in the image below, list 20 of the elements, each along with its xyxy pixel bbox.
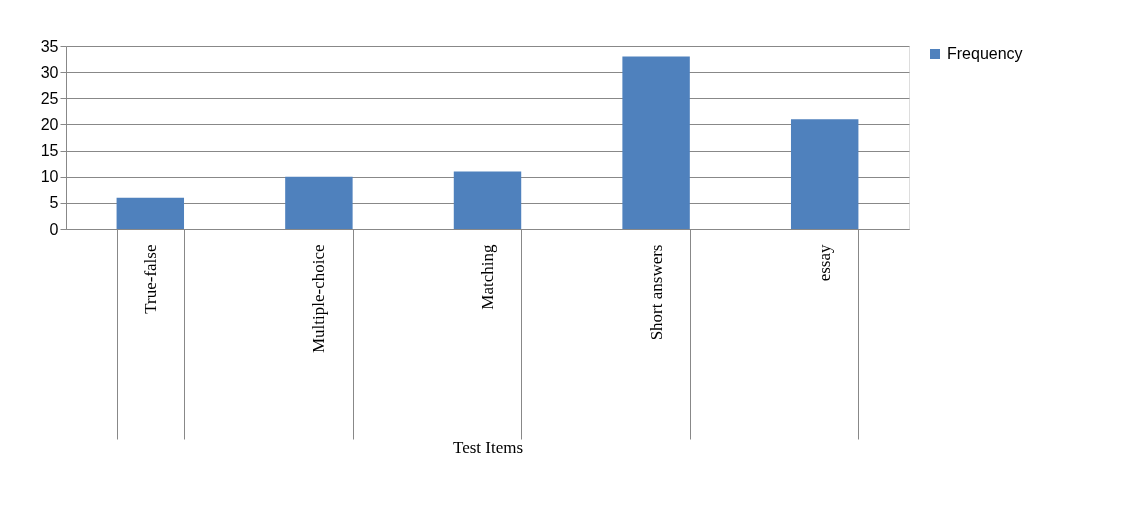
y-tick-label: 15 — [40, 142, 59, 160]
x-tick-label: True-false — [140, 244, 160, 314]
x-tick-label: Short answers — [646, 244, 666, 341]
bar — [285, 176, 353, 229]
x-axis-title: Test Items — [452, 437, 524, 457]
bar — [453, 171, 522, 229]
y-tick-label: 35 — [40, 37, 59, 55]
bar — [116, 197, 185, 229]
y-tick-label: 0 — [49, 220, 59, 238]
bar — [622, 56, 690, 229]
bar — [790, 119, 859, 229]
legend-label: Frequency — [947, 45, 1023, 62]
y-tick-label: 5 — [49, 194, 59, 212]
x-tick-label: Multiple-choice — [309, 244, 329, 354]
y-tick-label: 25 — [40, 89, 59, 107]
y-tick-label: 30 — [40, 63, 59, 81]
y-tick-label: 10 — [40, 168, 59, 186]
x-tick-label: Matching — [478, 244, 497, 310]
y-tick-label: 20 — [40, 115, 59, 133]
x-tick-label: essay — [815, 244, 835, 282]
